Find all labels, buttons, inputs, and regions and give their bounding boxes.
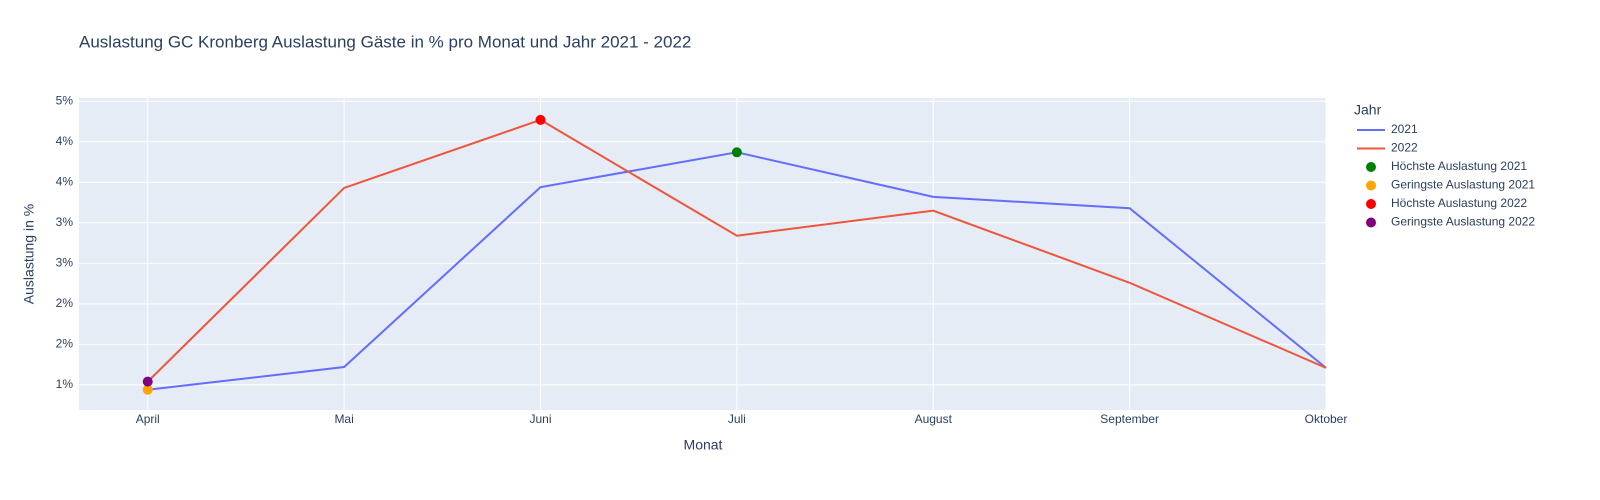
y-tick-label: 3% [56, 215, 74, 229]
x-tick-label: April [136, 412, 160, 426]
line [147, 118, 1327, 383]
y-axis-title: Auslastung in % [21, 204, 37, 304]
legend-swatch [1366, 162, 1376, 172]
plot-area [79, 98, 1326, 410]
legend-label: 2021 [1391, 122, 1418, 136]
y-tick-label: 3% [56, 255, 74, 269]
marker [535, 114, 546, 125]
legend-label: Geringste Auslastung 2022 [1391, 215, 1535, 229]
x-tick-label: August [915, 412, 953, 426]
y-tick-label: 2% [56, 337, 74, 351]
legend-title: Jahr [1354, 102, 1382, 118]
legend-label: Höchste Auslastung 2021 [1391, 159, 1527, 173]
legend-label: 2022 [1391, 141, 1418, 155]
legend-swatch [1366, 180, 1376, 191]
x-tick-label: September [1100, 412, 1159, 426]
marker [731, 147, 742, 158]
x-tick-label: Oktober [1305, 412, 1348, 426]
y-tick-label: 1% [56, 377, 74, 391]
marker [142, 384, 153, 395]
y-tick-label: 4% [56, 174, 74, 188]
y-tick-label: 5% [56, 93, 74, 107]
legend-label: Geringste Auslastung 2021 [1391, 178, 1535, 192]
legend-swatch [1366, 199, 1376, 209]
x-tick-label: Juli [728, 412, 746, 426]
x-axis-title: Monat [684, 437, 723, 453]
x-tick-label: Juni [529, 412, 551, 426]
chart-title: Auslastung GC Kronberg Auslastung Gäste … [79, 32, 691, 51]
y-tick-label: 4% [56, 134, 74, 148]
marker [142, 376, 153, 387]
y-tick-label: 2% [56, 296, 74, 310]
legend-swatch [1366, 217, 1376, 228]
x-tick-label: Mai [334, 412, 353, 426]
legend-label: Höchste Auslastung 2022 [1391, 196, 1527, 210]
